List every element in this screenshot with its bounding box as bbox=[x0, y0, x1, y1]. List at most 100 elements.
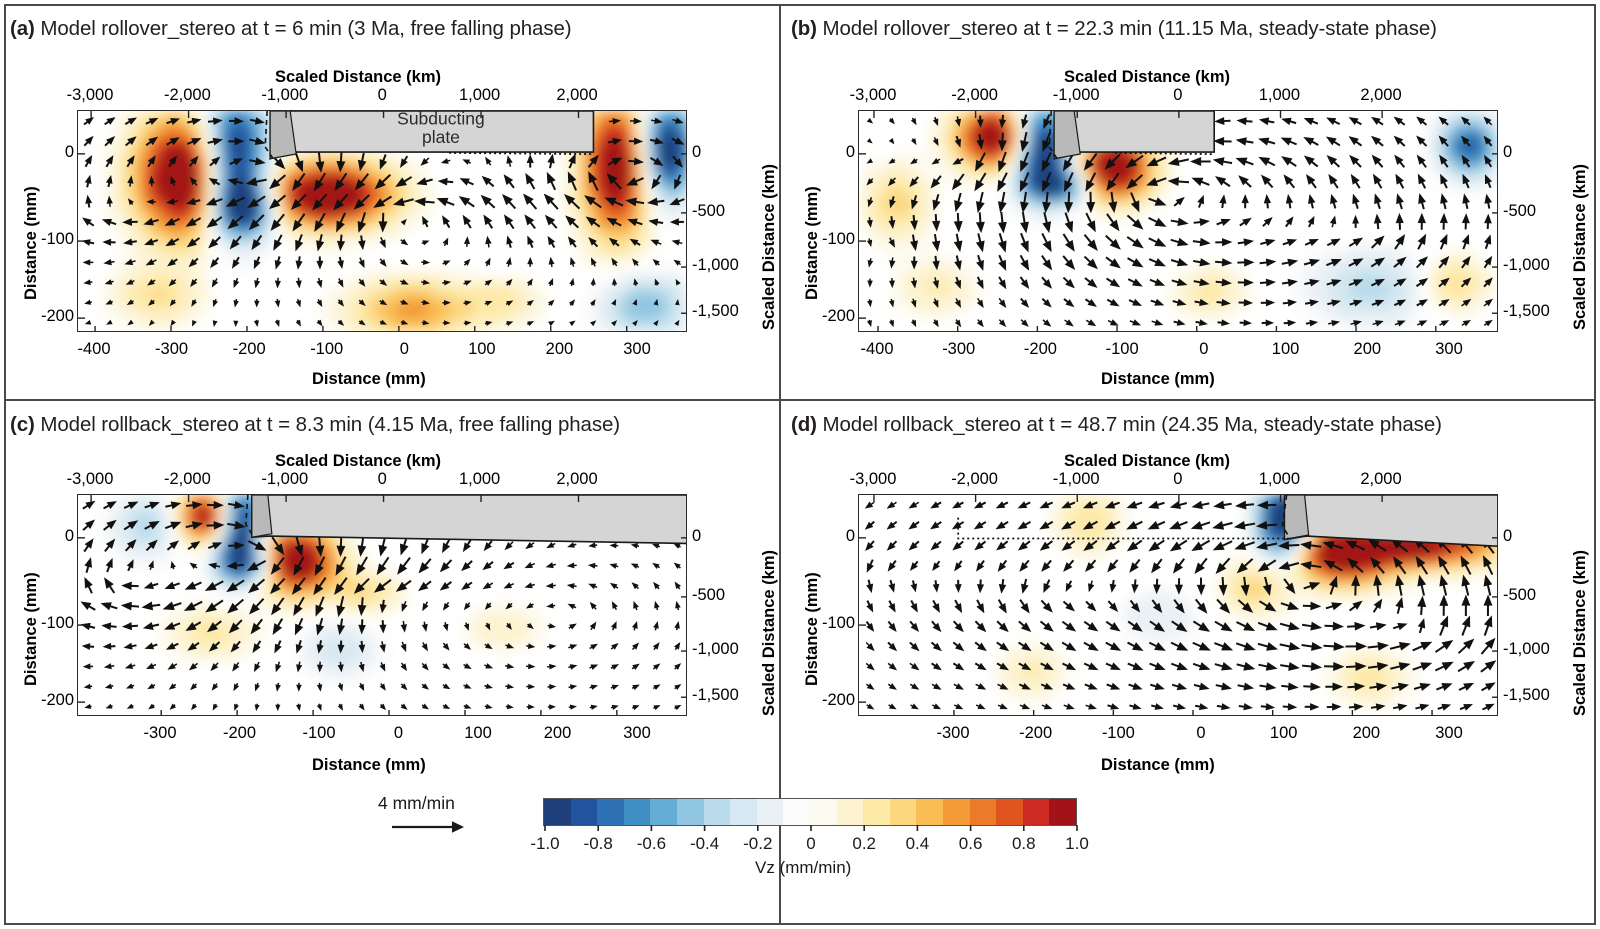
subducting-plate-a bbox=[264, 111, 595, 160]
plot-tick-marks bbox=[859, 495, 1497, 715]
colorbar-tick-label: -0.6 bbox=[636, 834, 667, 853]
panel-d-top-tick: 2,000 bbox=[1360, 470, 1402, 488]
colorbar-tick-label: -0.4 bbox=[689, 834, 720, 853]
panel-c-bottom-tick: 0 bbox=[393, 724, 404, 742]
panel-b-title-text: Model rollover_stereo at t = 22.3 min (1… bbox=[822, 17, 1438, 40]
panel-a-bottom-tick: 300 bbox=[623, 340, 651, 358]
panel-d-plot-area[interactable] bbox=[858, 494, 1498, 716]
colorbar-band-0 bbox=[544, 799, 571, 825]
colorbar-band-4 bbox=[650, 799, 677, 825]
panel-c-bottom-tick: 300 bbox=[623, 724, 651, 742]
svg-text:Subducting: Subducting bbox=[397, 111, 485, 128]
panel-a-top-tick: -2,000 bbox=[163, 86, 211, 104]
panel-d-left-tick: 0 bbox=[845, 527, 855, 545]
colorbar-tick-label: -0.2 bbox=[743, 834, 773, 853]
panel-c-bottom-tick: -100 bbox=[302, 724, 336, 742]
panel-d-top-tick: 1,000 bbox=[1258, 470, 1301, 488]
panel-b-bottom-tick: -200 bbox=[1023, 340, 1057, 358]
colorbar-ticks bbox=[544, 825, 1078, 831]
panel-c-bottom-tick: -200 bbox=[222, 724, 257, 742]
panel-a-top-tick: 1,000 bbox=[458, 86, 501, 104]
colorbar-tick-label: 0.6 bbox=[958, 834, 983, 853]
panel-d-bottom-tick: 300 bbox=[1435, 724, 1463, 742]
panel-a-top-axis-title: Scaled Distance (km) bbox=[275, 68, 441, 86]
colorbar-tick-label: -0.8 bbox=[583, 834, 613, 853]
panel-divider-horizontal bbox=[5, 399, 1595, 401]
plot-tick-marks bbox=[78, 495, 686, 715]
panel-c-right-tick: 0 bbox=[692, 527, 702, 545]
panel-a-bottom-tick: -200 bbox=[232, 340, 266, 358]
panel-b-top-tick: 1,000 bbox=[1258, 86, 1301, 104]
panel-b-top-axis-title: Scaled Distance (km) bbox=[1064, 68, 1230, 86]
panel-c-right-tick: -1,000 bbox=[692, 640, 739, 658]
panel-b-bottom-tick: -400 bbox=[860, 340, 894, 358]
panel-c-top-tick: -1,000 bbox=[261, 470, 309, 488]
velocity-vector-layer bbox=[81, 117, 685, 328]
colorbar-band-2 bbox=[597, 799, 624, 825]
panel-a-left-tick: -100 bbox=[40, 230, 74, 248]
velocity-scale-label: 4 mm/min bbox=[378, 793, 455, 813]
panel-d-bottom-tick: 0 bbox=[1196, 724, 1206, 742]
panel-b-left-tick: 0 bbox=[845, 143, 855, 161]
panel-b-bottom-tick: 0 bbox=[1199, 340, 1209, 358]
panel-b-bottom-tick: 100 bbox=[1271, 340, 1300, 358]
panel-d-tag: (d) bbox=[791, 413, 817, 436]
colorbar-band-1 bbox=[570, 799, 598, 825]
plot-tick-marks bbox=[78, 111, 686, 331]
panel-a-plot-area[interactable]: Subducting plate bbox=[77, 110, 687, 332]
colorbar-band-13 bbox=[889, 799, 917, 825]
panel-d-bottom-tick: 200 bbox=[1352, 724, 1381, 742]
panel-d-right-tick: -500 bbox=[1503, 586, 1537, 604]
panel-a-top-tick: -3,000 bbox=[66, 86, 114, 104]
colorbar-gradient[interactable] bbox=[543, 798, 1077, 826]
panel-a-right-tick: -1,000 bbox=[692, 256, 739, 274]
panel-a-bottom-tick: -400 bbox=[77, 340, 111, 358]
panel-a-bottom-tick: -100 bbox=[310, 340, 344, 358]
colorbar-band-5 bbox=[676, 799, 704, 825]
colorbar-tick-label: 0.2 bbox=[852, 834, 876, 853]
panel-d-top-tick: 0 bbox=[1173, 470, 1183, 488]
vz-heatmap-layer bbox=[98, 111, 686, 331]
subducting-plate-d bbox=[957, 495, 1497, 548]
colorbar-band-19 bbox=[1049, 799, 1076, 825]
panel-d-bottom-tick: -200 bbox=[1019, 724, 1053, 742]
panel-c-right-tick: -1,500 bbox=[692, 686, 739, 704]
panel-a-top-tick: -1,000 bbox=[261, 86, 309, 104]
colorbar-tick-label: 0.8 bbox=[1011, 834, 1036, 853]
subducting-plate-b bbox=[1048, 111, 1215, 160]
panel-a-top-tick: 0 bbox=[377, 86, 387, 104]
panel-a-bottom-tick: 200 bbox=[545, 340, 574, 358]
panel-b-top-tick: -2,000 bbox=[951, 86, 998, 104]
colorbar-band-18 bbox=[1022, 799, 1050, 825]
colorbar-tick-label: 0 bbox=[806, 834, 816, 853]
colorbar-band-7 bbox=[730, 799, 757, 825]
panel-c-plot-area[interactable] bbox=[77, 494, 687, 716]
panel-c-tag: (c) bbox=[10, 413, 35, 436]
panel-c-top-tick: 0 bbox=[377, 470, 387, 488]
panel-b-bottom-tick: -300 bbox=[942, 340, 976, 358]
panel-b-left-tick: -100 bbox=[821, 230, 855, 248]
panel-b-right-tick: -1,000 bbox=[1503, 256, 1550, 274]
colorbar-band-9 bbox=[783, 799, 810, 825]
colorbar-band-14 bbox=[916, 799, 943, 825]
panel-d-right-tick: 0 bbox=[1503, 527, 1513, 545]
panel-a-bottom-tick: -300 bbox=[155, 340, 189, 358]
panel-c-bottom-tick: 100 bbox=[464, 724, 492, 742]
panel-a-right-tick: 0 bbox=[692, 143, 702, 161]
panel-c-title: (c) Model rollback_stereo at t = 8.3 min… bbox=[10, 413, 620, 437]
panel-b-plot-area[interactable] bbox=[858, 110, 1498, 332]
panel-b-right-tick: 0 bbox=[1503, 143, 1513, 161]
panel-b-title: (b) Model rollover_stereo at t = 22.3 mi… bbox=[791, 17, 1437, 41]
panel-b-top-tick: -1,000 bbox=[1052, 86, 1100, 104]
panel-b-right-tick: -500 bbox=[1503, 202, 1537, 220]
panel-a: (a) Model rollover_stereo at t = 6 min (… bbox=[0, 0, 779, 399]
colorbar-tick-label: 1.0 bbox=[1065, 834, 1089, 853]
panel-c-bottom-axis-title: Distance (mm) bbox=[312, 756, 426, 774]
panel-b: (b) Model rollover_stereo at t = 22.3 mi… bbox=[781, 0, 1600, 399]
panel-a-title: (a) Model rollover_stereo at t = 6 min (… bbox=[10, 17, 572, 41]
panel-a-left-tick: -200 bbox=[40, 307, 74, 325]
plot-tick-marks bbox=[859, 111, 1497, 331]
panel-d-title: (d) Model rollback_stereo at t = 48.7 mi… bbox=[791, 413, 1442, 437]
panel-d-left-tick: -200 bbox=[821, 691, 855, 709]
panel-d-title-text: Model rollback_stereo at t = 48.7 min (2… bbox=[822, 413, 1442, 436]
